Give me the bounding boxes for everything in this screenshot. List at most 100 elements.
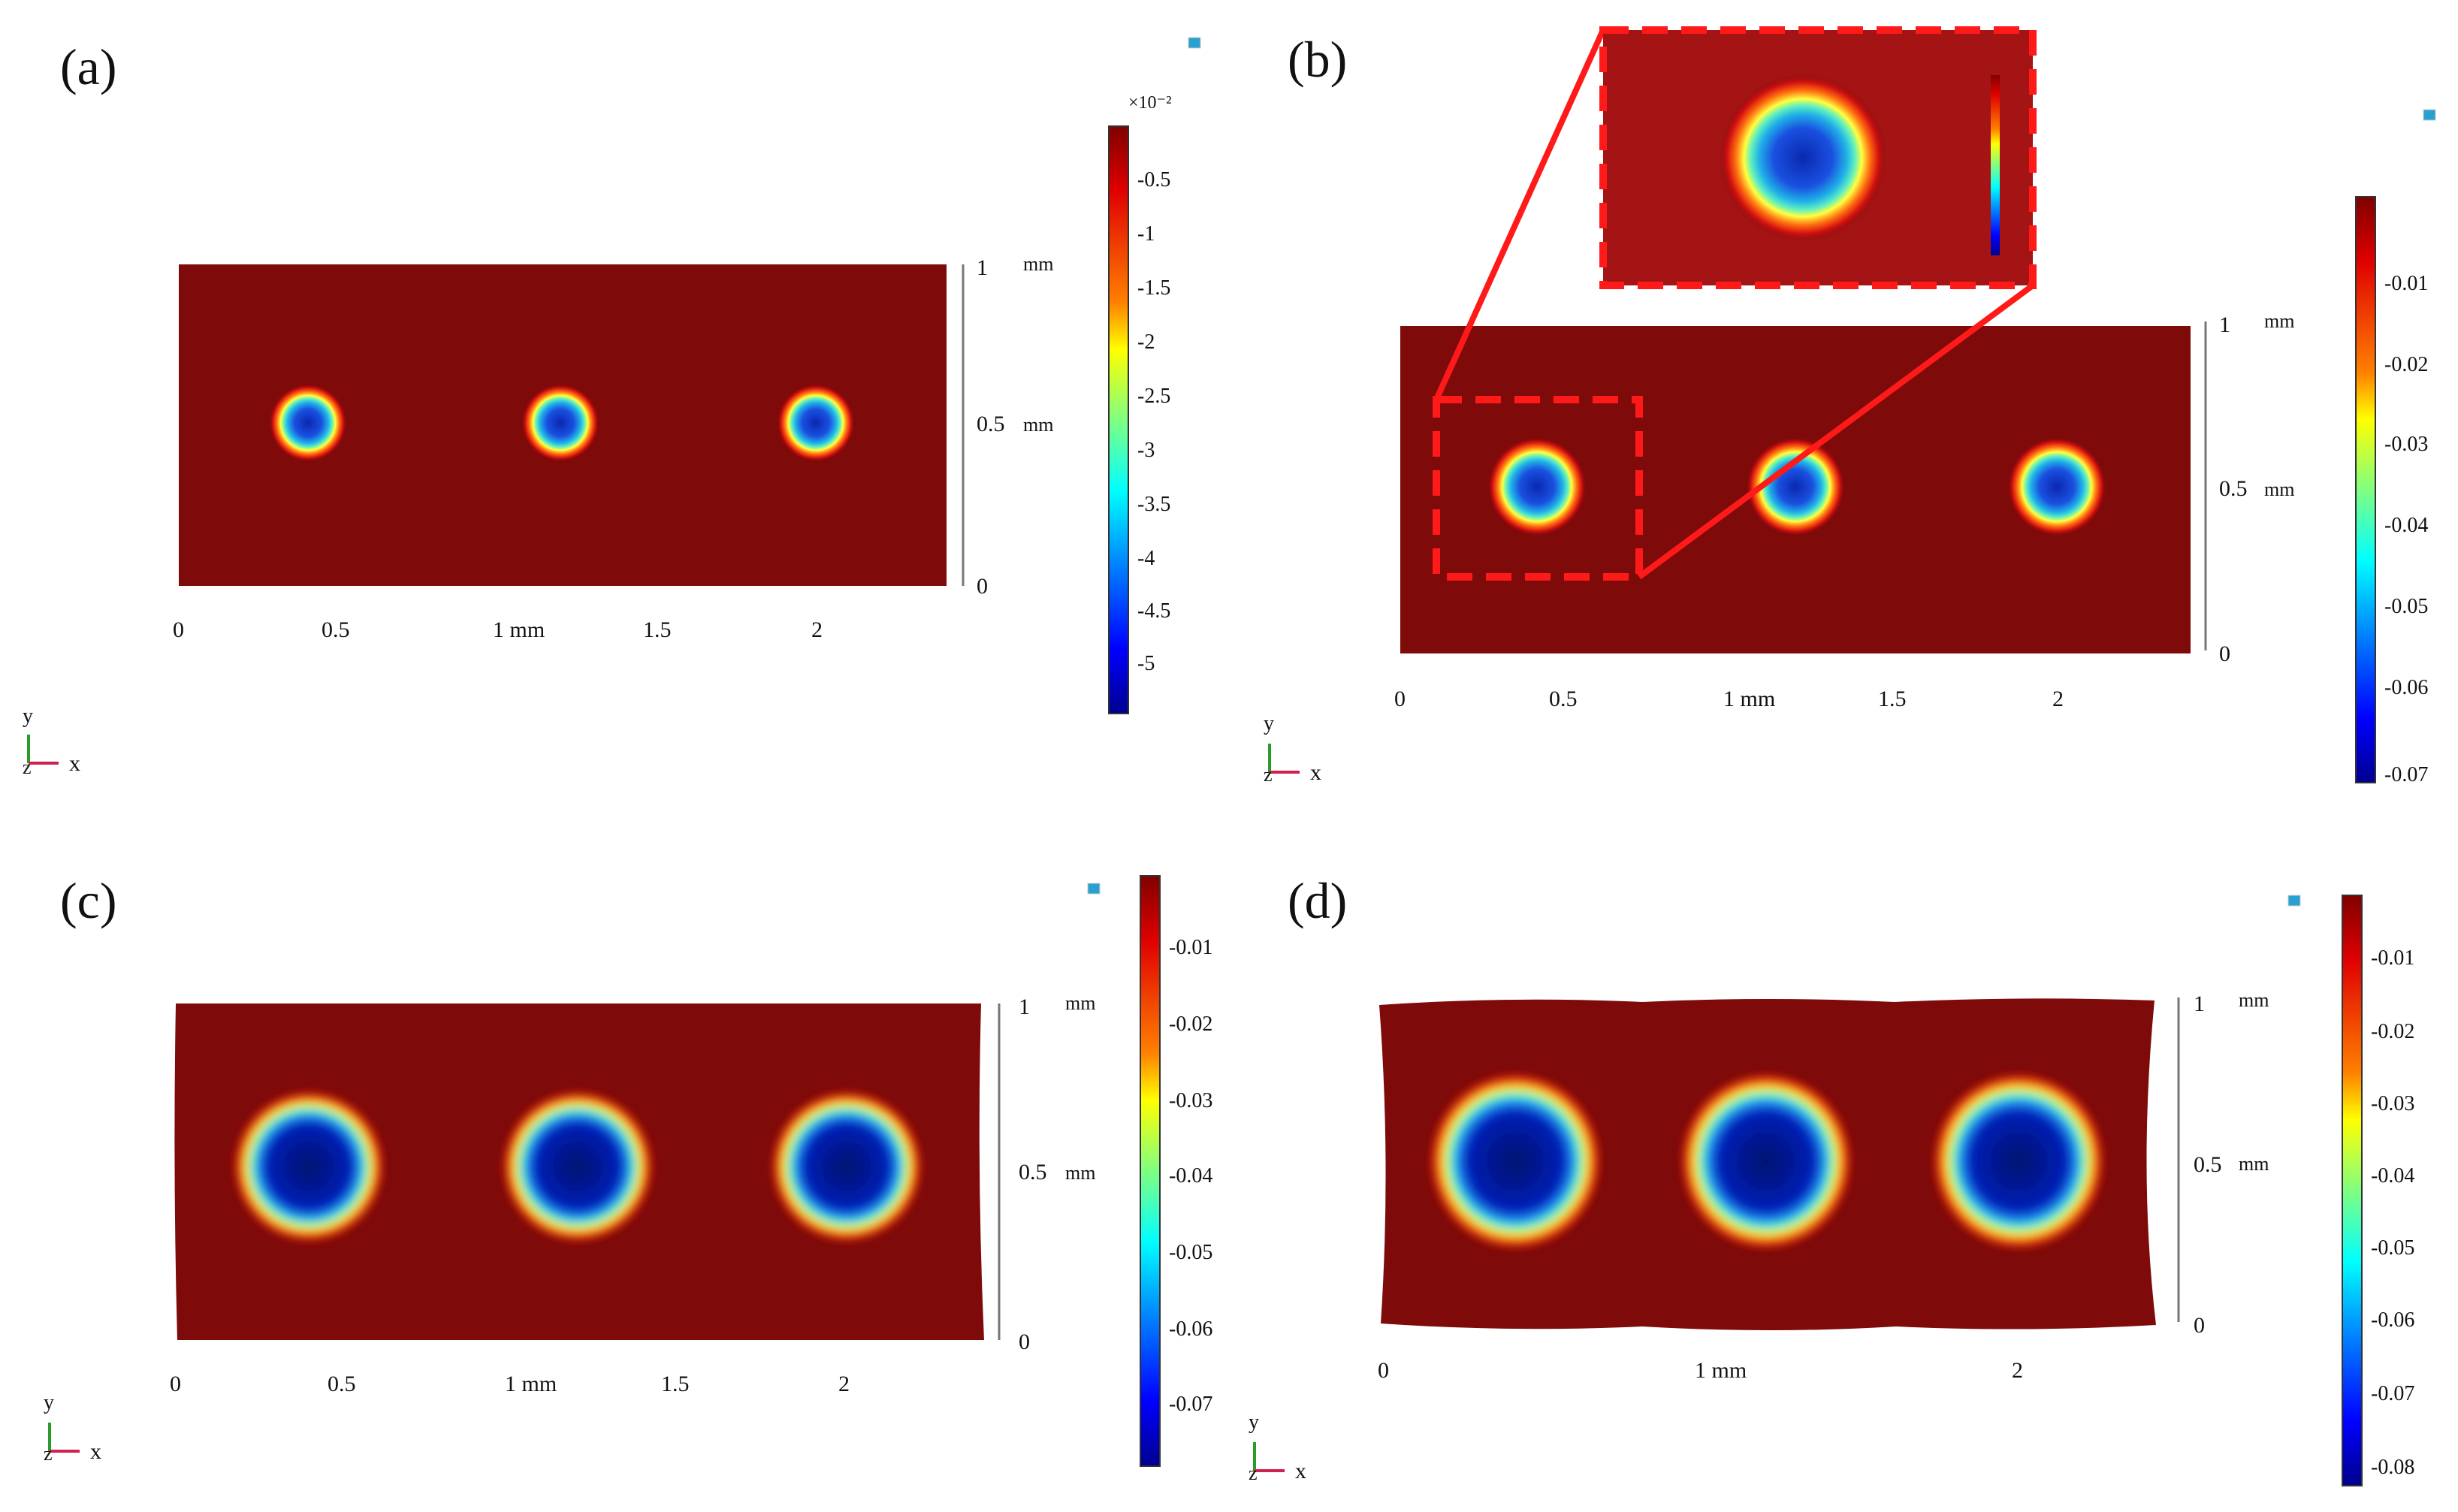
x-tick: 0 xyxy=(170,1372,181,1396)
colorbar-tick: -0.08 xyxy=(2371,1456,2414,1479)
y-tick: 1 xyxy=(977,255,988,280)
panel-b: (b) 1 0.5 0 mm mm 0 0.5 1 mm 1.5 2 -0.01… xyxy=(1264,26,2436,786)
inset-spot xyxy=(1719,74,1887,242)
legend-icon xyxy=(2423,109,2436,121)
colorbar-tick: -2 xyxy=(1137,330,1155,354)
colorbar-ticks: -0.01 -0.02 -0.03 -0.04 -0.05 -0.06 -0.0… xyxy=(1169,936,1212,1416)
colorbar-tick: -0.07 xyxy=(1169,1393,1212,1416)
colorbar-tick: -0.03 xyxy=(2371,1092,2414,1115)
colorbar-tick: -0.03 xyxy=(1169,1089,1212,1112)
y-unit: mm xyxy=(2264,310,2294,332)
x-tick: 1 mm xyxy=(493,617,545,642)
x-tick: 2 xyxy=(838,1372,850,1396)
axis-triad: y z x xyxy=(23,705,80,778)
axis-y-glyph: y xyxy=(1249,1411,1259,1434)
panel-label: (c) xyxy=(60,872,116,929)
y-tick: 0.5 xyxy=(2219,476,2248,501)
x-tick: 0 xyxy=(1378,1358,1389,1383)
x-tick: 1.5 xyxy=(661,1372,690,1396)
colorbar-ticks: -0.5 -1 -1.5 -2 -2.5 -3 -3.5 -4 -4.5 -5 xyxy=(1137,168,1170,675)
x-tick: 2 xyxy=(811,617,823,642)
y-tick: 0.5 xyxy=(1019,1160,1047,1185)
colorbar-ticks: -0.01 -0.02 -0.03 -0.04 -0.05 -0.06 -0.0… xyxy=(2371,946,2414,1479)
colorbar-tick: -0.05 xyxy=(2384,595,2428,618)
panel-c: (c) 1 0.5 0 mm mm 0 0.5 1 mm 1.5 2 -0.01… xyxy=(44,872,1212,1467)
x-tick: 1.5 xyxy=(1878,687,1907,711)
axis-z-glyph: z xyxy=(1264,764,1273,786)
y-tick: 0 xyxy=(1019,1329,1030,1354)
y-tick: 0.5 xyxy=(2194,1152,2222,1177)
colorbar-tick: -0.01 xyxy=(1169,936,1212,959)
colorbar-tick: -3.5 xyxy=(1137,493,1170,516)
colorbar-tick: -0.04 xyxy=(2371,1164,2414,1188)
panel-label: (b) xyxy=(1288,31,1347,88)
x-tick: 0.5 xyxy=(322,617,350,642)
zoom-connector xyxy=(1433,29,1606,401)
x-tick: 1 mm xyxy=(505,1372,557,1396)
panel-d: (d) 1 0.5 0 mm mm 0 1 mm 2 -0.01 -0.02 -… xyxy=(1249,872,2414,1486)
colorbar-tick: -0.01 xyxy=(2384,272,2428,295)
colorbar-tick: -1 xyxy=(1137,222,1155,246)
inset-colorbar xyxy=(1991,75,2000,255)
colorbar-tick: -0.05 xyxy=(2371,1236,2414,1260)
spots xyxy=(1429,1073,2105,1250)
stress-spot xyxy=(502,1091,654,1242)
colorbar-tick: -0.04 xyxy=(1169,1164,1212,1188)
colorbar-tick: -0.5 xyxy=(1137,168,1170,192)
y-unit: mm xyxy=(1065,1162,1095,1184)
stress-spot xyxy=(521,384,599,462)
stress-spot xyxy=(1429,1073,1602,1250)
spots xyxy=(1487,437,2106,536)
panel-a: (a) 1 0.5 0 mm mm 0 0.5 1 mm 1.5 2 ×10⁻²… xyxy=(23,37,1201,778)
colorbar xyxy=(2342,895,2363,1486)
axis-z-glyph: z xyxy=(44,1443,53,1465)
y-unit: mm xyxy=(2264,478,2294,500)
y-unit: mm xyxy=(2239,989,2269,1011)
zoom-connector xyxy=(1637,282,2035,580)
x-tick: 0.5 xyxy=(1549,687,1578,711)
stress-spot xyxy=(1680,1073,1853,1250)
stress-spot xyxy=(2007,437,2106,536)
x-tick: 1.5 xyxy=(643,617,672,642)
legend-icon xyxy=(1188,37,1201,49)
colorbar xyxy=(2355,196,2376,783)
y-unit: mm xyxy=(1023,414,1053,436)
y-tick: 0 xyxy=(2219,641,2230,666)
axis-x-glyph: x xyxy=(69,751,80,776)
y-tick: 1 xyxy=(2194,991,2205,1016)
axis-triad: y z x xyxy=(1249,1411,1306,1484)
legend-icon xyxy=(2287,895,2301,907)
zoom-inset-box xyxy=(1599,26,2037,289)
y-unit: mm xyxy=(1065,992,1095,1014)
y-tick: 0.5 xyxy=(977,412,1005,436)
colorbar-exponent: ×10⁻² xyxy=(1128,93,1171,113)
y-tick: 1 xyxy=(1019,994,1030,1019)
colorbar-tick: -0.06 xyxy=(2384,676,2428,699)
panel-label: (d) xyxy=(1288,872,1347,929)
colorbar-tick: -4.5 xyxy=(1137,599,1170,623)
colorbar-tick: -0.02 xyxy=(2384,353,2428,376)
colorbar-tick: -0.02 xyxy=(1169,1013,1212,1036)
stress-spot xyxy=(1932,1073,2105,1250)
axis-triad: y z x xyxy=(44,1391,101,1465)
x-tick: 0.5 xyxy=(328,1372,356,1396)
colorbar-tick: -0.01 xyxy=(2371,946,2414,970)
axis-y-glyph: y xyxy=(44,1391,54,1414)
axis-z-glyph: z xyxy=(23,756,32,778)
x-tick: 2 xyxy=(2012,1358,2023,1383)
axis-x-glyph: x xyxy=(1310,760,1321,785)
x-tick: 1 mm xyxy=(1723,687,1775,711)
spots xyxy=(269,384,855,462)
colorbar-tick: -0.06 xyxy=(2371,1308,2414,1332)
stress-spot xyxy=(1746,437,1845,536)
axis-z-glyph: z xyxy=(1249,1462,1258,1484)
stress-spot xyxy=(1487,437,1587,536)
colorbar-tick: -0.06 xyxy=(1169,1317,1212,1341)
colorbar-tick: -0.02 xyxy=(2371,1020,2414,1043)
y-unit: mm xyxy=(2239,1153,2269,1175)
stress-spot xyxy=(233,1091,385,1242)
stress-spot xyxy=(269,384,347,462)
colorbar-tick: -3 xyxy=(1137,439,1155,462)
colorbar xyxy=(1140,875,1161,1467)
